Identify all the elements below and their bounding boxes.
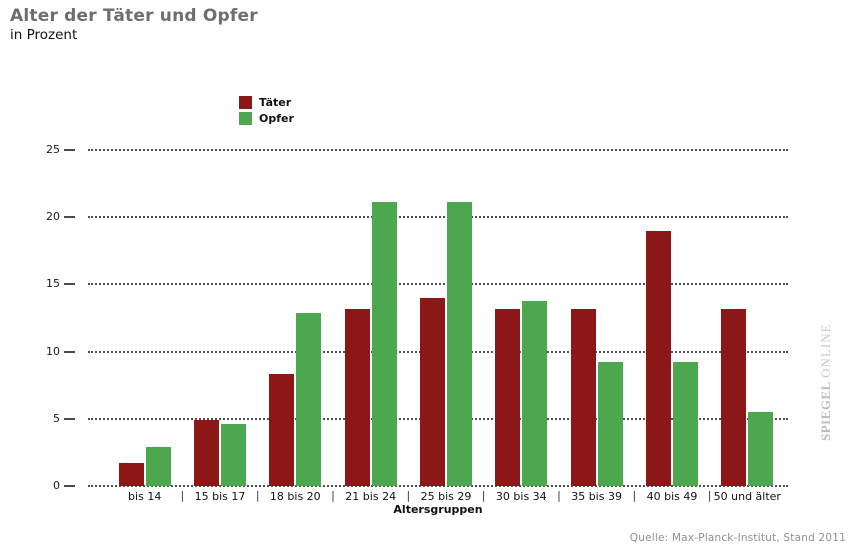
taeter-swatch (239, 96, 252, 109)
bar-taeter-group3 (269, 374, 295, 486)
x-category-label-4: 21 bis 24 (345, 490, 397, 503)
x-tick-separator-1: | (180, 489, 185, 502)
gridline-20 (88, 216, 788, 219)
source-note: Quelle: Max-Planck-Institut, Stand 2011 (629, 532, 846, 544)
x-category-label-3: 18 bis 20 (269, 490, 321, 503)
bar-opfer-group8 (673, 362, 698, 486)
bar-opfer-group4 (371, 202, 397, 486)
x-tick-separator-3: | (331, 489, 335, 502)
bar-taeter-group6 (495, 308, 521, 486)
bar-taeter-group7 (570, 308, 596, 486)
legend-item-opfer: Opfer (239, 112, 294, 125)
bar-opfer-group3 (296, 312, 322, 486)
x-category-label-7: 35 bis 39 (571, 490, 622, 503)
x-category-label-5: 25 bis 29 (420, 490, 472, 503)
y-tick-label-20: 20 (46, 210, 60, 224)
y-tick-label-15: 15 (46, 277, 60, 291)
legend-label-opfer: Opfer (259, 112, 294, 125)
x-category-label-8: 40 bis 49 (646, 490, 698, 503)
bar-taeter-group1 (118, 463, 144, 486)
watermark-suffix: ONLINE (818, 323, 833, 378)
y-tick-label-25: 25 (46, 143, 60, 156)
x-category-label-2: 15 bis 17 (194, 490, 246, 503)
x-tick-separator-8: | (707, 489, 712, 502)
y-tick-5 (64, 417, 75, 420)
y-tick-20 (64, 216, 75, 219)
bar-opfer-group1 (145, 447, 171, 486)
bar-taeter-group9 (721, 308, 747, 486)
bar-taeter-group4 (344, 308, 370, 486)
watermark-space (818, 378, 833, 381)
y-tick-label-5: 5 (53, 411, 60, 425)
bar-opfer-group9 (748, 412, 774, 486)
gridline-25 (88, 149, 788, 151)
x-tick-separator-4: | (406, 489, 411, 502)
x-tick-separator-6: | (557, 489, 561, 502)
bar-opfer-group5 (447, 202, 472, 486)
legend-item-taeter: Täter (239, 96, 294, 109)
bar-opfer-group6 (522, 300, 548, 486)
watermark-brand: SPIEGEL (818, 381, 833, 441)
bar-taeter-group5 (420, 297, 445, 486)
x-category-label-1: bis 14 (128, 490, 162, 503)
x-tick-separator-5: | (481, 489, 486, 502)
y-tick-label-0: 0 (53, 479, 60, 492)
bar-opfer-group2 (221, 424, 246, 486)
bar-opfer-group7 (597, 362, 623, 486)
bar-taeter-group8 (646, 230, 671, 486)
y-tick-15 (64, 283, 75, 286)
bar-taeter-group2 (194, 420, 219, 486)
x-tick-separator-2: | (255, 489, 260, 502)
x-category-label-9: 50 und älter (713, 490, 781, 503)
x-category-label-6: 30 bis 34 (495, 490, 547, 503)
legend-label-taeter: Täter (259, 96, 292, 109)
chart-title: Alter der Täter und Opfer (10, 6, 258, 26)
x-axis-title: Altersgruppen (393, 503, 483, 516)
legend: Täter Opfer (239, 96, 294, 128)
y-tick-label-10: 10 (46, 344, 60, 358)
chart-subtitle: in Prozent (10, 27, 78, 43)
y-tick-25 (64, 149, 75, 151)
x-tick-separator-7: | (632, 489, 637, 502)
y-tick-10 (64, 350, 75, 353)
gridline-0 (88, 485, 788, 487)
y-tick-0 (64, 485, 75, 487)
watermark: SPIEGEL ONLINE (818, 324, 834, 442)
gridline-15 (88, 283, 788, 286)
opfer-swatch (239, 112, 252, 125)
